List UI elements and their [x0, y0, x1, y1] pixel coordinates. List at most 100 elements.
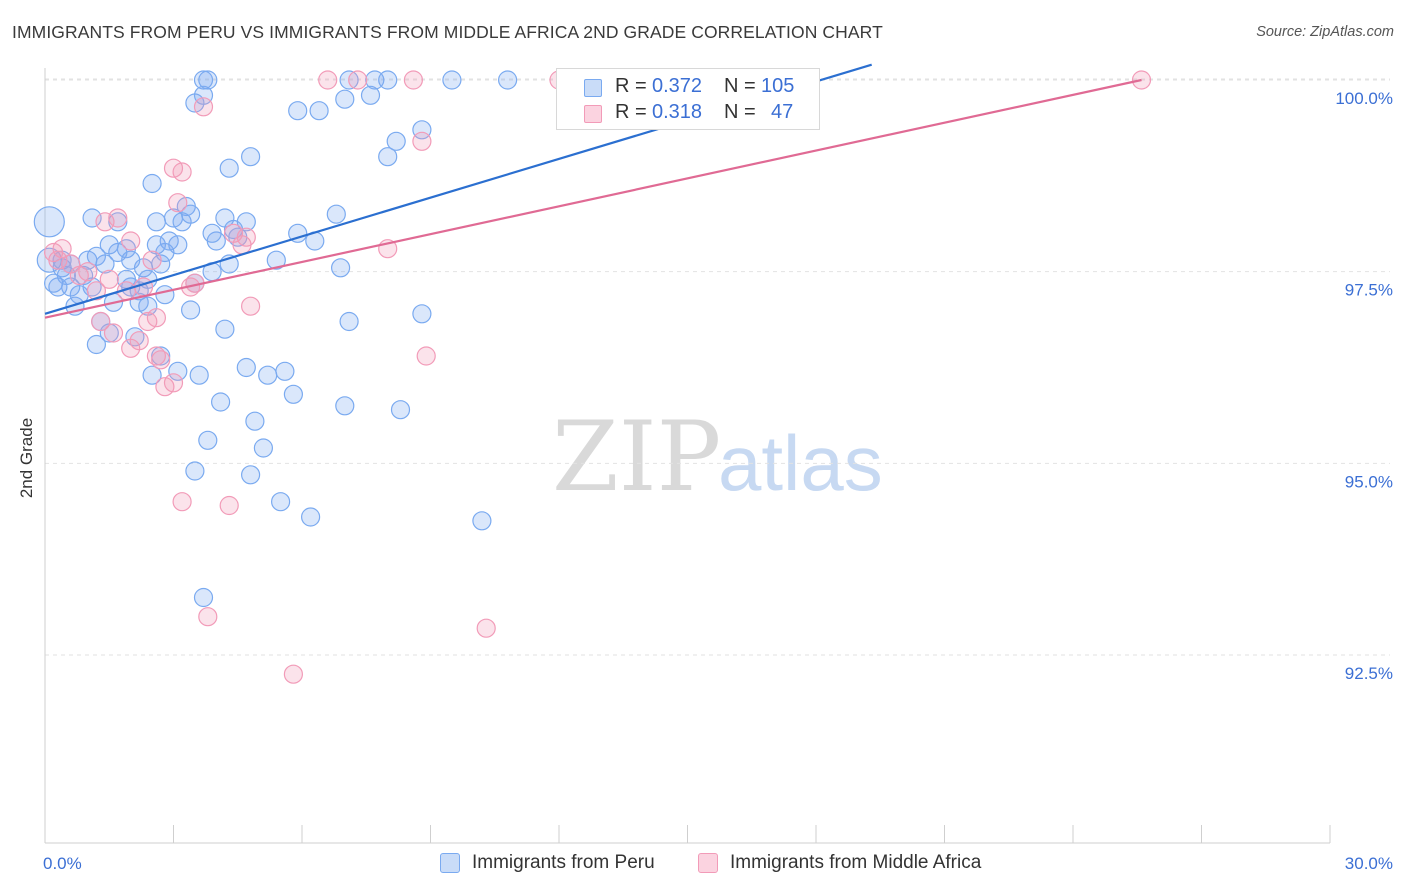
n-value: 105: [761, 75, 795, 97]
peru-point: [271, 492, 291, 512]
middle-africa-point: [241, 296, 261, 316]
peru-point: [142, 173, 162, 194]
middle-africa-swatch: [584, 105, 602, 123]
peru-point: [472, 511, 492, 531]
middle-africa-point: [48, 250, 68, 270]
peru-point: [193, 587, 214, 608]
peru-point: [121, 250, 141, 270]
peru-point: [219, 158, 239, 178]
watermark-zip: ZIP: [552, 401, 721, 513]
peru-point: [168, 235, 188, 255]
peru-point: [283, 384, 303, 404]
peru-point: [193, 70, 214, 90]
peru-point: [326, 204, 346, 224]
peru-point: [335, 89, 355, 109]
peru-point: [236, 212, 256, 232]
middle-africa-point: [163, 373, 184, 393]
middle-africa-point: [121, 231, 141, 251]
peru-point: [498, 70, 518, 90]
y-tick-label: 95.0%: [1345, 472, 1393, 491]
middle-africa-point: [129, 331, 149, 351]
chart-title: IMMIGRANTS FROM PERU VS IMMIGRANTS FROM …: [12, 22, 883, 42]
middle-africa-point: [99, 269, 119, 289]
middle-africa-point: [476, 618, 496, 638]
peru-point: [33, 206, 65, 238]
peru-point: [168, 361, 188, 381]
stats-row-middle-africa: R = 0.318 N = 47: [557, 101, 819, 127]
x-tick-label-min: 0.0%: [43, 854, 82, 873]
middle-africa-point: [283, 664, 303, 684]
axes: [44, 68, 1331, 844]
peru-legend-swatch: [440, 853, 460, 873]
middle-africa-point: [219, 495, 239, 516]
r-value: 0.372: [652, 75, 703, 97]
data-points: [33, 70, 1152, 684]
r-value: 0.318: [652, 101, 703, 123]
legend-label-middle-africa: Immigrants from Middle Africa: [730, 852, 982, 873]
middle-africa-point: [348, 70, 368, 90]
middle-africa-point: [198, 607, 218, 627]
peru-point: [378, 70, 398, 90]
n-value: 47: [771, 101, 794, 123]
peru-point: [301, 507, 321, 527]
peru-point: [198, 70, 218, 90]
peru-point: [258, 365, 278, 385]
peru-point: [202, 223, 222, 243]
peru-point: [86, 334, 107, 355]
stats-legend: R = 0.372 N = 105 R = 0.318 N = 47: [556, 68, 820, 130]
middle-africa-point: [412, 131, 432, 151]
peru-point: [155, 285, 175, 305]
peru-point: [245, 411, 265, 431]
peru-point: [275, 361, 295, 381]
peru-point: [215, 319, 235, 339]
middle-africa-point: [95, 212, 115, 232]
peru-point: [181, 300, 201, 320]
peru-point: [146, 212, 166, 232]
peru-point: [236, 357, 256, 378]
middle-africa-point: [86, 281, 107, 301]
middle-africa-point: [193, 97, 214, 117]
legend-label-peru: Immigrants from Peru: [472, 852, 655, 873]
peru-point: [442, 70, 462, 90]
n-label: N =: [724, 101, 756, 123]
peru-point: [266, 250, 286, 270]
middle-africa-trend-line: [44, 78, 1142, 319]
peru-point: [309, 101, 329, 121]
r-label: R =: [615, 101, 647, 123]
peru-point: [288, 101, 308, 121]
middle-africa-point: [318, 70, 338, 90]
peru-point: [390, 400, 411, 420]
bottom-legend: Immigrants from Peru Immigrants from Mid…: [0, 850, 1406, 880]
peru-point: [241, 147, 261, 167]
peru-point: [211, 392, 231, 412]
peru-point: [378, 147, 398, 167]
peru-point: [335, 396, 355, 416]
peru-point: [181, 204, 201, 224]
source-label: Source: ZipAtlas.com: [1256, 24, 1394, 40]
middle-africa-point: [172, 492, 192, 512]
peru-point: [412, 120, 432, 140]
peru-point: [360, 85, 381, 105]
y-axis-label: 2nd Grade: [17, 418, 36, 498]
middle-africa-point: [151, 350, 171, 370]
middle-africa-point: [52, 239, 72, 259]
peru-point: [288, 223, 308, 243]
middle-africa-point: [236, 227, 256, 247]
peru-point: [198, 430, 218, 450]
middle-africa-point: [103, 323, 124, 343]
stats-row-peru: R = 0.372 N = 105: [557, 75, 819, 101]
peru-point: [412, 304, 432, 324]
middle-africa-point: [146, 308, 166, 328]
peru-point: [86, 246, 107, 266]
middle-africa-point: [403, 70, 423, 90]
peru-point: [386, 131, 406, 151]
peru-point: [193, 85, 214, 105]
middle-africa-point: [172, 162, 192, 182]
middle-africa-point: [108, 208, 128, 228]
middle-africa-point: [78, 262, 98, 282]
peru-swatch: [584, 79, 602, 97]
peru-point: [339, 311, 359, 332]
peru-point: [142, 365, 162, 385]
y-tick-label: 92.5%: [1345, 664, 1393, 683]
